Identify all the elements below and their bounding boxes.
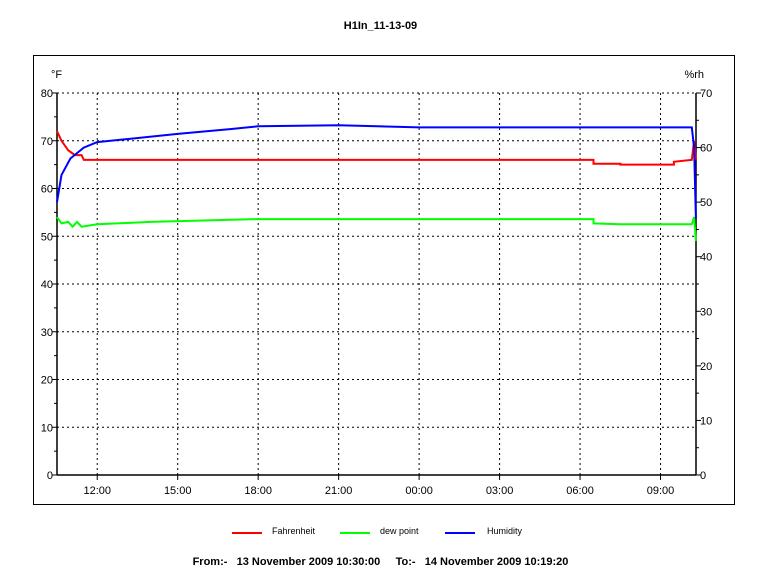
to-value: 14 November 2009 10:19:20 (424, 556, 569, 568)
series-line-dew-point (56, 216, 697, 242)
x-tick-label: 00:00 (405, 485, 433, 497)
from-value: 13 November 2009 10:30:00 (236, 556, 381, 568)
legend-swatch-fahrenheit (232, 532, 262, 534)
x-tick-label: 21:00 (325, 485, 353, 497)
right-axis-unit: %rh (684, 69, 704, 81)
left-axis-unit: °F (51, 69, 62, 81)
right-tick-label: 20 (700, 361, 712, 373)
left-tick-label: 10 (41, 422, 53, 434)
right-tick-label: 60 (700, 143, 712, 155)
chart-title: H1In_11-13-09 (343, 20, 418, 32)
x-tick-label: 12:00 (83, 485, 111, 497)
series-line-humidity (56, 124, 697, 219)
right-tick-label: 30 (700, 306, 712, 318)
x-tick-label: 18:00 (244, 485, 272, 497)
left-tick-label: 20 (41, 375, 53, 387)
left-tick-label: 70 (41, 136, 53, 148)
to-label: To:- (395, 556, 416, 568)
left-tick-label: 40 (41, 279, 53, 291)
legend-swatch-dew-point (340, 532, 370, 534)
right-tick-label: 40 (700, 252, 712, 264)
left-tick-label: 80 (41, 88, 53, 100)
right-tick-label: 10 (700, 415, 712, 427)
chart-frame (33, 55, 735, 505)
legend-swatch-humidity (445, 532, 475, 534)
date-range: From:- 13 November 2009 10:30:00 To:- 14… (0, 556, 761, 568)
right-tick-label: 50 (700, 197, 712, 209)
x-tick-label: 06:00 (566, 485, 594, 497)
left-tick-label: 30 (41, 327, 53, 339)
right-tick-label: 70 (700, 88, 712, 100)
x-tick-label: 03:00 (486, 485, 514, 497)
legend-label-humidity: Humidity (487, 526, 523, 536)
left-tick-label: 60 (41, 184, 53, 196)
x-tick-label: 09:00 (647, 485, 675, 497)
x-tick-label: 15:00 (164, 485, 192, 497)
legend-label-dew-point: dew point (380, 526, 419, 536)
series-line-fahrenheit (56, 130, 697, 166)
right-tick-label: 0 (700, 470, 706, 482)
left-tick-label: 50 (41, 231, 53, 243)
from-label: From:- (192, 556, 228, 568)
legend-label-fahrenheit: Fahrenheit (272, 526, 316, 536)
left-tick-label: 0 (47, 470, 53, 482)
